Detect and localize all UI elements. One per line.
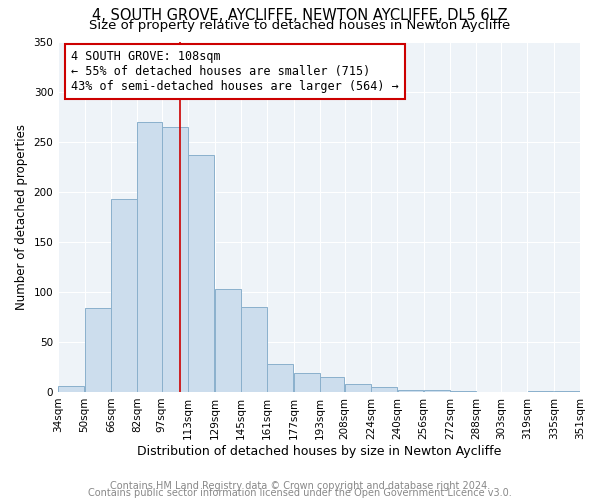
Bar: [294, 373, 320, 392]
Text: 4, SOUTH GROVE, AYCLIFFE, NEWTON AYCLIFFE, DL5 6LZ: 4, SOUTH GROVE, AYCLIFFE, NEWTON AYCLIFF…: [92, 8, 508, 22]
Text: 4 SOUTH GROVE: 108sqm
← 55% of detached houses are smaller (715)
43% of semi-det: 4 SOUTH GROVE: 108sqm ← 55% of detached …: [71, 50, 399, 94]
Bar: [188, 154, 214, 392]
Bar: [58, 386, 84, 392]
Bar: [554, 391, 580, 392]
Bar: [137, 122, 161, 392]
Bar: [241, 307, 267, 392]
Bar: [320, 377, 344, 392]
Bar: [111, 198, 137, 392]
Bar: [268, 364, 293, 392]
Bar: [450, 391, 476, 392]
Bar: [215, 289, 241, 392]
Bar: [162, 126, 188, 392]
Text: Size of property relative to detached houses in Newton Aycliffe: Size of property relative to detached ho…: [89, 18, 511, 32]
Bar: [398, 390, 424, 392]
Bar: [527, 391, 553, 392]
Bar: [345, 384, 371, 392]
Text: Contains public sector information licensed under the Open Government Licence v3: Contains public sector information licen…: [88, 488, 512, 498]
Bar: [371, 387, 397, 392]
Text: Contains HM Land Registry data © Crown copyright and database right 2024.: Contains HM Land Registry data © Crown c…: [110, 481, 490, 491]
Bar: [85, 308, 110, 392]
X-axis label: Distribution of detached houses by size in Newton Aycliffe: Distribution of detached houses by size …: [137, 444, 501, 458]
Bar: [424, 390, 450, 392]
Y-axis label: Number of detached properties: Number of detached properties: [15, 124, 28, 310]
